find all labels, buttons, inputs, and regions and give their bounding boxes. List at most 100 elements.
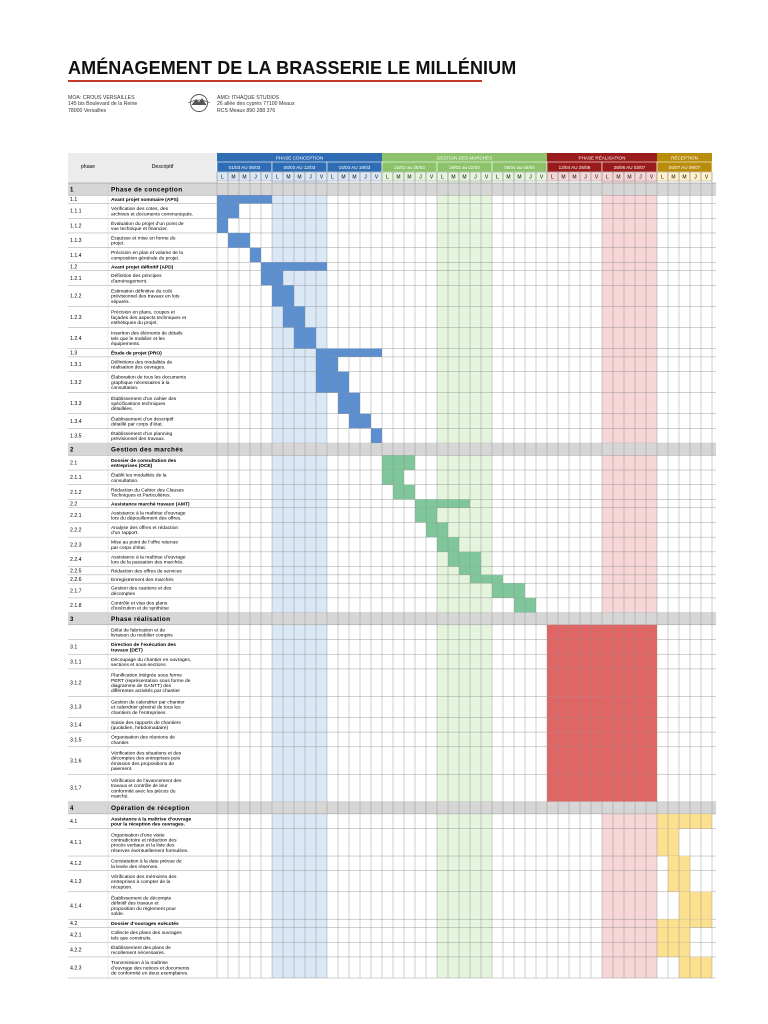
task-number: 1.3.3 — [70, 401, 82, 407]
gantt-bar — [217, 195, 272, 204]
task-description: Établit les modalités de la consultation. — [111, 472, 167, 484]
task-description: Étude de projet (PRO) — [111, 349, 162, 357]
week-label: 08/03 AU 12/03 — [284, 165, 316, 170]
section-row — [68, 443, 716, 456]
task-number: 4.1.3 — [70, 879, 82, 885]
task-description: Précision en plans, coupes et façades des… — [111, 310, 187, 326]
task-number: 2.1 — [70, 460, 77, 466]
section-row — [68, 612, 716, 625]
task-number: 1.1.1 — [70, 209, 82, 215]
phase-group-label: PHASE RÉALISATION — [579, 154, 626, 160]
task-number: 4.1.2 — [70, 861, 82, 867]
gantt-bar — [657, 919, 712, 928]
day-letter: J — [584, 175, 587, 181]
section-number: 1 — [70, 187, 74, 193]
phase-group-label: GESTION DES MARCHÉS — [437, 154, 493, 160]
day-letter: M — [517, 175, 521, 181]
day-letter: M — [506, 175, 510, 181]
week-label: 15/03 AU 19/03 — [339, 165, 371, 170]
task-description: Délai de fabrication et de livraison du m… — [111, 627, 173, 638]
task-number: 2.1.8 — [70, 603, 82, 609]
task-number: 3.1.5 — [70, 737, 82, 743]
task-description: Organisation des réunions de chantier. — [111, 735, 175, 746]
phase-group-header — [547, 153, 657, 162]
task-number: 2.2.3 — [70, 542, 82, 548]
day-letter: M — [352, 175, 356, 181]
task-description: Avant projet sommaire (APS) — [111, 197, 179, 203]
day-letter: L — [331, 175, 334, 181]
day-letter: V — [595, 175, 599, 181]
header-label-background — [68, 153, 217, 183]
day-letter: J — [529, 175, 532, 181]
task-number: 3.1.4 — [70, 723, 82, 729]
task-number: 3.1.1 — [70, 659, 82, 665]
task-description: Établissement d’un descriptif détaillé pa… — [111, 415, 174, 427]
phase-group-label: RÉCEPTION — [671, 154, 698, 160]
phase-group-header — [217, 153, 382, 162]
gantt-bar — [657, 927, 690, 943]
task-description: Gestion de calendrier par chantier et cal… — [111, 699, 185, 715]
section-title: Phase de conception — [111, 186, 183, 193]
task-description: Constatation à la date prévue de la levée… — [111, 859, 182, 870]
day-letter: V — [320, 175, 324, 181]
task-number: 3.1.6 — [70, 758, 82, 764]
task-number: 1.2.2 — [70, 294, 82, 300]
moa-address-block: MOA: CROUS VERSAILLES 145 bis Boulevard … — [68, 95, 137, 114]
phase-group-header — [382, 153, 547, 162]
week-label: 28/06 AU 03/07 — [614, 165, 646, 170]
day-letter: M — [297, 175, 301, 181]
section-number: 4 — [70, 806, 74, 812]
day-letter: L — [661, 175, 664, 181]
day-letter: J — [694, 175, 697, 181]
day-letter: L — [496, 175, 499, 181]
task-number: 2.2.5 — [70, 569, 82, 575]
ithaque-logo-icon — [187, 94, 211, 112]
task-description: Organisation d’une visite contradictoire … — [111, 832, 188, 854]
week-label: 05/04 au 09/04 — [504, 165, 535, 170]
task-description: Assistance à la maîtrise d’ouvrage lors d… — [111, 510, 186, 521]
section-title: Opération de réception — [111, 805, 190, 812]
task-number: 1.1.2 — [70, 223, 82, 229]
task-number: 1.1.4 — [70, 253, 82, 259]
descriptif-column-header: Descriptif — [152, 164, 174, 170]
task-description: Analyse des offres et rédaction d’un rapp… — [111, 525, 178, 536]
task-number: 3.1.7 — [70, 786, 82, 792]
task-description: Avant projet définitif (APD) — [111, 264, 174, 270]
task-number: 4.1.1 — [70, 840, 82, 846]
day-letter: M — [341, 175, 345, 181]
task-number: 3.1 — [70, 645, 77, 651]
task-number: 1.3 — [70, 351, 77, 357]
task-description: Établissement des plans de recollement né… — [111, 944, 171, 956]
task-description: Établissement d’un cahier des spécificati… — [111, 395, 177, 412]
task-description: Gestion des cautions et des décomptes — [111, 586, 172, 597]
day-letter: M — [286, 175, 290, 181]
task-description: Définitions des modalités de réalisation … — [111, 359, 172, 370]
task-number: 1.2 — [70, 264, 77, 270]
task-number: 1.1 — [70, 197, 77, 203]
day-letter: M — [561, 175, 565, 181]
task-number: 2.2.4 — [70, 557, 82, 563]
task-number: 2.2.6 — [70, 577, 82, 583]
amo-street: 26 allée des cyprès 77100 Meaux — [217, 101, 295, 108]
task-description: Direction de l’exécution des travaux (DET… — [111, 642, 176, 653]
task-number: 1.3.1 — [70, 362, 82, 368]
task-description: Élaboration de tous les documents graphiq… — [111, 374, 187, 391]
amo-name: AMO: ITHAQUE STUDIOS — [217, 95, 280, 101]
gantt-bar — [679, 956, 712, 978]
task-description: Découpage du chantier en ouvrages, sectio… — [111, 657, 191, 668]
task-description: Évaluation du projet d’un point de vue te… — [111, 220, 184, 232]
task-number: 3.1.2 — [70, 680, 82, 686]
task-description: Rédaction du Cahier des Clauses Technique… — [111, 487, 184, 498]
task-description: Vérification des mémoires des entreprises… — [111, 874, 177, 890]
task-description: Esquisse et mise en forme du projet. — [111, 236, 176, 247]
task-description: Estimation définitive du coût prévisionne… — [111, 289, 180, 305]
day-letter: J — [419, 175, 422, 181]
task-number: 4.2.3 — [70, 965, 82, 971]
task-number: 2.2.1 — [70, 513, 82, 519]
task-number: 4.1.4 — [70, 903, 82, 909]
task-description: Collecte des plans des ouvrages tels que … — [111, 930, 182, 941]
day-letter: L — [386, 175, 389, 181]
day-letter: J — [639, 175, 642, 181]
task-number: 1.3.4 — [70, 419, 82, 425]
